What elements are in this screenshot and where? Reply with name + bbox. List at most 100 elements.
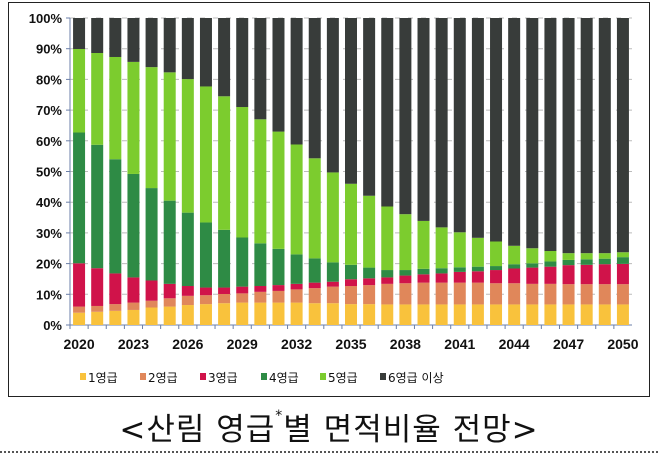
caption-prefix: <산림 영급 [119, 412, 276, 448]
bar-segment-2031-5 [272, 131, 285, 249]
caption-suffix: 별 면적비율 전망> [283, 412, 539, 448]
bar-segment-2047-6 [562, 18, 575, 254]
bar-segment-2035-2 [345, 286, 357, 305]
bar-segment-2029-4 [236, 237, 249, 287]
x-tick-label: 2038 [390, 336, 421, 352]
bar-segment-2027-6 [199, 18, 212, 87]
bar-segment-2030-4 [254, 243, 267, 287]
bar-segment-2048-2 [580, 284, 593, 305]
y-tick-label: 90% [36, 42, 62, 57]
bar-segment-2025-5 [163, 72, 176, 201]
bar-segment-2046-6 [544, 18, 557, 252]
bar-segment-2039-4 [417, 268, 430, 275]
bar-segment-2028-4 [218, 229, 231, 288]
bar-segment-2046-4 [544, 261, 557, 267]
bar-segment-2024-6 [145, 18, 158, 68]
y-tick-label: 40% [36, 195, 62, 210]
bar-segment-2046-1 [544, 304, 557, 325]
bar-segment-2049-2 [598, 284, 611, 305]
x-tick-label: 2044 [499, 336, 530, 352]
bar-segment-2027-1 [199, 304, 212, 325]
legend-swatch-3 [200, 373, 206, 380]
bar-segment-2036-6 [363, 18, 376, 196]
bar-segment-2029-1 [236, 302, 249, 325]
y-tick-label: 30% [36, 226, 62, 241]
bar-segment-2037-3 [381, 277, 394, 284]
x-tick-label: 2026 [172, 336, 203, 352]
bar-segment-2047-1 [562, 304, 575, 325]
bar-segment-2024-2 [145, 300, 158, 308]
bar-segment-2045-4 [526, 263, 539, 268]
bar-segment-2050-2 [616, 284, 629, 305]
chart-frame [8, 2, 650, 397]
legend-swatch-2 [140, 373, 146, 380]
y-tick-label: 10% [36, 287, 62, 302]
bar-segment-2049-3 [598, 264, 611, 285]
bar-segment-2024-1 [145, 307, 158, 325]
bar-segment-2036-1 [363, 304, 376, 325]
bar-segment-2027-5 [199, 86, 212, 223]
bar-segment-2030-6 [254, 18, 267, 120]
y-tick-label: 50% [36, 165, 62, 180]
bar-segment-2040-2 [435, 282, 448, 305]
bar-segment-2041-5 [453, 232, 466, 268]
bar-segment-2047-2 [562, 284, 575, 305]
bar-segment-2034-2 [326, 286, 339, 304]
bar-segment-2020-3 [73, 263, 86, 307]
bar-segment-2037-6 [381, 18, 394, 207]
bar-segment-2023-6 [127, 18, 140, 62]
bar-segment-2020-5 [73, 49, 86, 133]
bar-segment-2050-4 [616, 257, 629, 264]
bar-segment-2030-5 [254, 119, 267, 244]
bar-segment-2026-5 [181, 79, 194, 213]
bar-segment-2035-3 [345, 279, 357, 287]
bar-segment-2027-2 [199, 295, 212, 305]
bar-segment-2049-6 [598, 18, 611, 254]
bar-segment-2046-2 [544, 283, 557, 305]
bar-segment-2048-1 [580, 304, 593, 325]
y-tick-label: 60% [36, 134, 62, 149]
bar-segment-2050-3 [616, 263, 629, 285]
bar-segment-2025-1 [163, 306, 176, 325]
bar-segment-2022-2 [109, 304, 122, 311]
bar-segment-2039-5 [417, 220, 430, 269]
y-tick-label: 70% [36, 103, 62, 118]
bar-segment-2038-5 [399, 214, 412, 271]
bar-segment-2046-5 [544, 251, 557, 262]
bar-segment-2037-5 [381, 206, 394, 271]
x-tick-label: 2032 [281, 336, 312, 352]
bar-segment-2023-3 [127, 277, 140, 303]
bar-segment-2034-6 [326, 18, 339, 173]
bar-segment-2029-2 [236, 293, 249, 303]
bar-segment-2045-5 [526, 248, 539, 264]
bar-segment-2021-2 [91, 305, 104, 312]
legend-swatch-6 [380, 373, 386, 380]
bar-segment-2026-3 [181, 286, 194, 296]
bar-segment-2023-1 [127, 309, 140, 325]
bar-segment-2031-3 [272, 285, 285, 291]
chart-caption: <산림 영급*별 면적비율 전망> [0, 404, 658, 449]
bar-segment-2029-5 [236, 107, 249, 238]
bar-segment-2028-3 [218, 287, 231, 294]
legend-label-5: 5영급 [328, 371, 358, 385]
bar-segment-2044-3 [508, 268, 521, 284]
bar-segment-2044-2 [508, 283, 521, 305]
bar-segment-2049-4 [598, 258, 611, 265]
bar-segment-2046-3 [544, 266, 557, 284]
bar-segment-2045-2 [526, 283, 539, 305]
bar-segment-2031-4 [272, 248, 285, 286]
bar-segment-2048-3 [580, 264, 593, 285]
bar-segment-2041-6 [453, 18, 466, 233]
bar-segment-2040-4 [435, 268, 448, 274]
bar-segment-2041-2 [453, 282, 466, 305]
y-tick-label: 100% [29, 11, 63, 26]
bar-segment-2032-4 [290, 254, 303, 284]
bar-segment-2043-2 [490, 283, 503, 305]
bar-segment-2026-6 [181, 18, 194, 80]
bar-segment-2035-5 [345, 183, 357, 265]
caption-asterisk: * [275, 408, 284, 424]
bar-segment-2032-2 [290, 289, 303, 303]
bar-segment-2022-5 [109, 56, 122, 160]
bar-segment-2041-3 [453, 271, 466, 283]
bar-segment-2037-4 [381, 270, 394, 278]
